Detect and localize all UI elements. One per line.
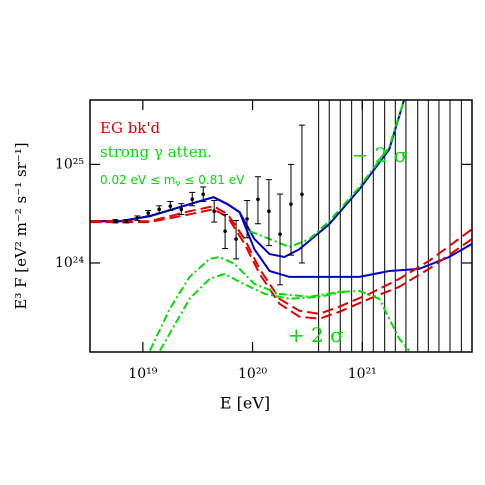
data-point: [289, 202, 293, 206]
data-point: [234, 237, 238, 241]
data-point: [256, 197, 260, 202]
data-point: [278, 232, 282, 236]
legend-entry: strong γ atten.: [100, 143, 212, 161]
data-point: [168, 204, 173, 208]
curve: [90, 205, 472, 315]
data-point: [201, 192, 206, 197]
data-point: [113, 219, 118, 224]
data-point: [135, 216, 140, 220]
data-point: [212, 209, 216, 214]
legend-note: 0.02 eV ≤ mν ≤ 0.81 eV: [100, 173, 245, 189]
curve: [148, 255, 410, 352]
data-point: [300, 192, 304, 197]
annotation: − 2 σ: [352, 143, 408, 167]
data-point: [179, 207, 184, 212]
curve: [159, 272, 345, 352]
plot-frame: [89, 99, 473, 353]
data-point: [190, 197, 195, 202]
note-part: ν: [176, 179, 181, 189]
y-tick-label: 10²⁵: [55, 156, 84, 172]
note-part: ≤ 0.81 eV: [181, 173, 246, 187]
data-point: [245, 217, 249, 221]
curve: [90, 208, 472, 320]
curve: [249, 100, 406, 249]
note-part: 0.02 eV ≤ m: [100, 173, 176, 187]
x-tick-label: 10²¹: [348, 366, 377, 382]
data-point: [223, 229, 227, 234]
y-tick-label: 10²⁴: [55, 255, 84, 271]
data-point: [146, 211, 151, 215]
annotation: + 2 σ: [288, 323, 344, 347]
y-axis-label: E³ F [eV² m⁻² s⁻¹ sr⁻¹]: [12, 142, 30, 309]
legend-entry: EG bk'd: [100, 119, 161, 137]
x-axis-label: E [eV]: [220, 394, 270, 413]
data-point: [124, 219, 129, 224]
data-point: [157, 207, 162, 212]
x-tick-label: 10²⁰: [238, 366, 267, 382]
x-tick-label: 10¹⁹: [128, 366, 157, 382]
data-point: [267, 209, 271, 214]
plot-area: [90, 100, 472, 352]
